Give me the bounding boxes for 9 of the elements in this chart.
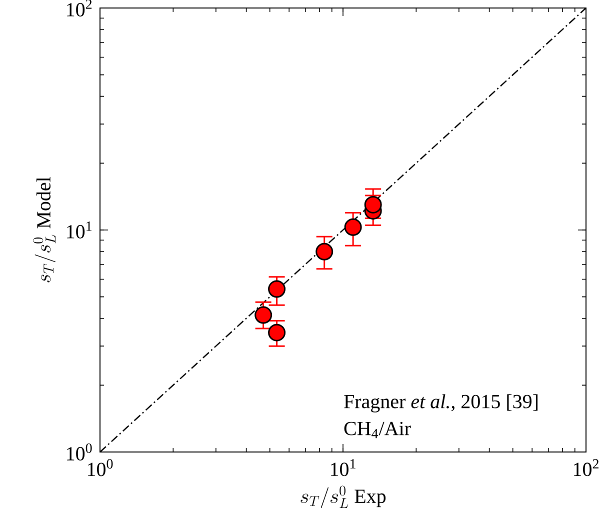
x-tick-label: 10$^{2}$ — [574, 459, 598, 476]
y-tick-label: 10$^{1}$ — [67, 222, 92, 238]
x-tick-label: 10$^{0}$ — [88, 459, 113, 476]
x-tick-label: 10$^{1}$ — [331, 459, 356, 476]
y-axis-title: $s_T/s_L^0\ \mathrm{Model}$ — [33, 177, 56, 282]
x-axis-title: $s_T/s_L^0\ \mathrm{Exp}$ — [300, 486, 386, 508]
annotation: Fragner et al., 2015 [39] — [344, 394, 538, 412]
annotation: CH$_{4}$/Air — [344, 422, 411, 438]
y-tick-label: 10$^{0}$ — [67, 443, 92, 461]
